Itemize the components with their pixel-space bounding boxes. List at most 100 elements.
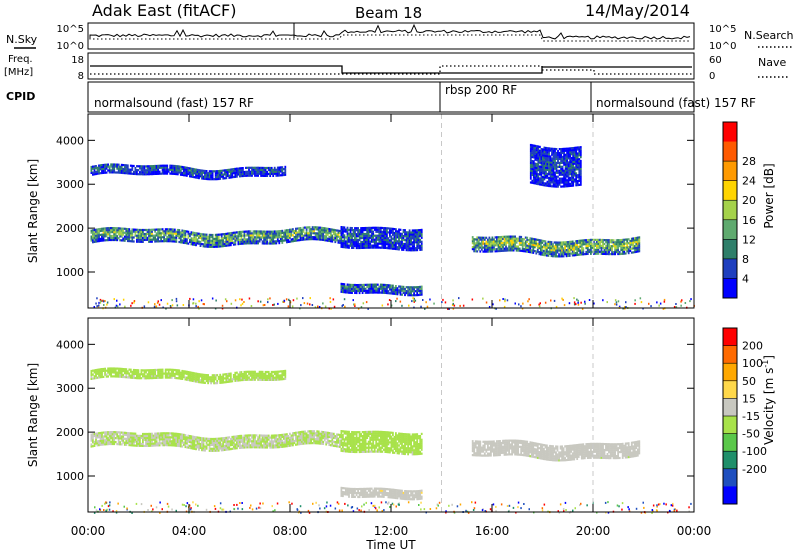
- echo-cell: [178, 165, 181, 168]
- echo-cell: [169, 164, 172, 167]
- echo-cell: [395, 238, 397, 241]
- echo-cell: [143, 444, 146, 447]
- echo-cell: [229, 168, 232, 171]
- echo-cell: [258, 438, 261, 441]
- echo-cell: [531, 171, 534, 174]
- echo-cell: [232, 233, 235, 236]
- echo-cell: [376, 242, 379, 245]
- echo-cell: [503, 239, 506, 242]
- echo-cell: [143, 236, 146, 239]
- echo-cell: [255, 168, 258, 171]
- echo-cell: [267, 301, 269, 304]
- echo-cell: [92, 433, 94, 436]
- echo-cell: [167, 240, 170, 243]
- echo-cell: [413, 245, 415, 248]
- echo-cell: [561, 171, 564, 174]
- echo-cell: [540, 247, 542, 250]
- echo-cell: [102, 169, 105, 172]
- echo-cell: [243, 232, 246, 235]
- echo-cell: [337, 239, 340, 242]
- echo-cell: [512, 249, 515, 252]
- echo-cell: [240, 440, 243, 443]
- echo-cell: [293, 439, 296, 443]
- echo-cell: [542, 148, 544, 151]
- echo-cell: [578, 158, 581, 161]
- echo-cell: [314, 234, 317, 237]
- echo-cell: [110, 440, 112, 444]
- echo-cell: [126, 235, 129, 239]
- echo-cell: [296, 237, 299, 240]
- echo-cell: [186, 230, 188, 233]
- echo-cell: [248, 442, 250, 445]
- echo-cell: [320, 230, 323, 233]
- echo-cell: [173, 438, 176, 441]
- echo-cell: [234, 445, 237, 448]
- echo-cell: [548, 178, 550, 182]
- echo-cell: [208, 449, 211, 452]
- echo-cell: [278, 172, 281, 175]
- echo-cell: [232, 243, 235, 246]
- echo-cell: [195, 448, 197, 451]
- echo-cell: [558, 247, 560, 250]
- echo-cell: [546, 153, 549, 156]
- echo-cell: [161, 228, 164, 231]
- echo-cell: [261, 230, 264, 233]
- echo-cell: [167, 434, 170, 437]
- echo-cell: [266, 240, 269, 243]
- echo-cell: [563, 149, 565, 152]
- echo-cell: [540, 163, 543, 166]
- echo-cell: [295, 233, 297, 236]
- echo-cell: [167, 170, 170, 173]
- echo-cell: [205, 443, 208, 446]
- echo-cell: [490, 238, 492, 241]
- echo-cell: [511, 239, 513, 242]
- echo-cell: [557, 183, 559, 186]
- echo-cell: [540, 241, 542, 244]
- echo-cell: [152, 170, 155, 174]
- echo-cell: [540, 169, 543, 172]
- echo-cell: [343, 236, 346, 239]
- echo-cell: [570, 164, 573, 168]
- echo-cell: [284, 239, 287, 242]
- echo-cell: [346, 230, 349, 233]
- echo-cell: [148, 169, 150, 172]
- echo-cell: [586, 248, 589, 252]
- echo-cell: [254, 440, 256, 443]
- echo-cell: [386, 243, 388, 246]
- echo-cell: [117, 431, 120, 434]
- echo-cell: [166, 436, 169, 439]
- echo-cell: [220, 175, 223, 178]
- echo-cell: [506, 237, 509, 240]
- echo-cell: [576, 182, 579, 185]
- echo-cell: [334, 235, 337, 238]
- echo-cell: [572, 182, 575, 185]
- echo-cell: [553, 299, 556, 302]
- echo-cell: [565, 249, 568, 252]
- echo-cell: [551, 151, 553, 154]
- echo-cell: [537, 161, 540, 164]
- echo-cell: [239, 175, 241, 178]
- echo-cell: [111, 169, 114, 172]
- echo-cell: [346, 226, 349, 229]
- echo-cell: [332, 228, 335, 231]
- echo-cell: [361, 291, 364, 294]
- echo-cell: [214, 178, 217, 181]
- echo-cell: [573, 180, 576, 183]
- echo-cell: [240, 304, 242, 307]
- echo-cell: [596, 238, 598, 241]
- echo-cell: [549, 183, 552, 186]
- echo-cell: [514, 245, 516, 248]
- echo-cell: [561, 165, 564, 168]
- echo-cell: [357, 244, 359, 248]
- echo-cell: [543, 182, 546, 185]
- echo-cell: [392, 237, 394, 240]
- echo-cell: [386, 227, 388, 230]
- echo-cell: [352, 246, 355, 249]
- echo-cell: [110, 238, 112, 242]
- echo-cell: [373, 238, 376, 241]
- echo-cell: [255, 236, 258, 239]
- echo-cell: [120, 169, 123, 172]
- echo-cell: [99, 437, 102, 440]
- echo-cell: [136, 440, 138, 443]
- echo-cell: [296, 235, 299, 238]
